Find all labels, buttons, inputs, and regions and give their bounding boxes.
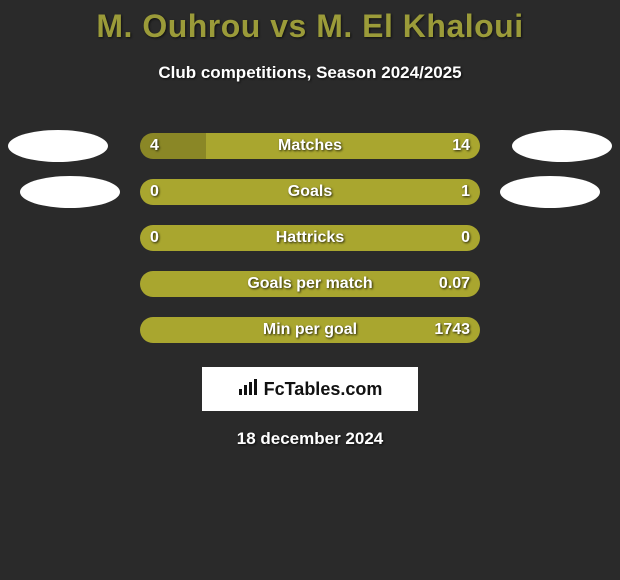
card-title: M. Ouhrou vs M. El Khaloui (0, 8, 620, 45)
stat-label: Goals (0, 183, 620, 201)
date-line: 18 december 2024 (0, 429, 620, 449)
brand-text: FcTables.com (264, 379, 383, 400)
stat-label: Min per goal (0, 321, 620, 339)
card-subtitle: Club competitions, Season 2024/2025 (0, 63, 620, 83)
stat-label: Hattricks (0, 229, 620, 247)
stat-row: 414Matches (0, 123, 620, 169)
stat-row: 0.07Goals per match (0, 261, 620, 307)
stat-row: 01Goals (0, 169, 620, 215)
stats-area: 414Matches01Goals00Hattricks0.07Goals pe… (0, 123, 620, 353)
stat-row: 1743Min per goal (0, 307, 620, 353)
stat-row: 00Hattricks (0, 215, 620, 261)
stat-label: Goals per match (0, 275, 620, 293)
brand-badge[interactable]: FcTables.com (202, 367, 418, 411)
comparison-card: M. Ouhrou vs M. El Khaloui Club competit… (0, 0, 620, 449)
stat-label: Matches (0, 137, 620, 155)
chart-icon (238, 378, 258, 401)
